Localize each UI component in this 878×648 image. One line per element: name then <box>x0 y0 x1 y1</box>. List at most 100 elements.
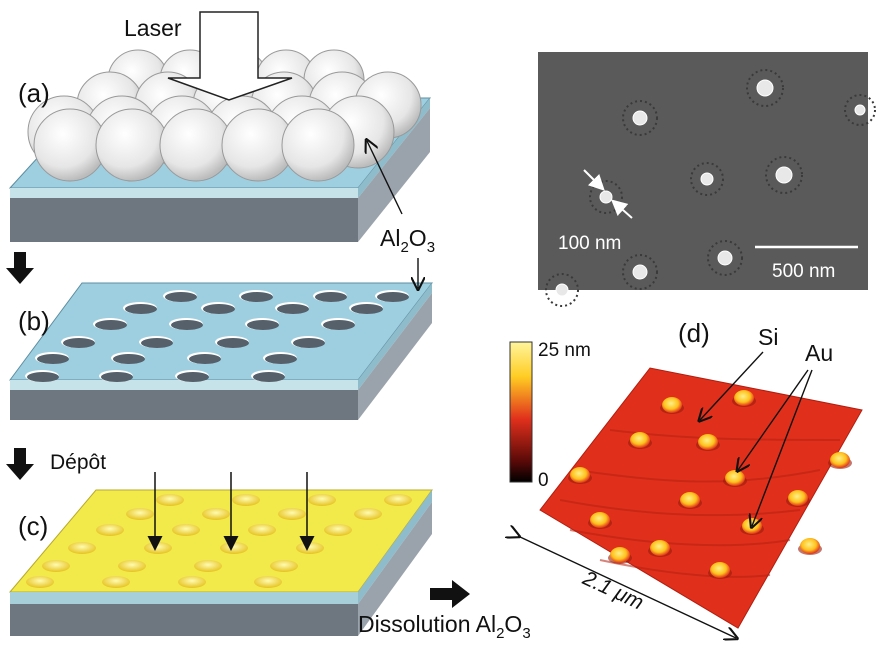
sphere <box>281 108 355 182</box>
sem-particle <box>854 104 866 116</box>
hole <box>253 372 285 382</box>
afm-bump <box>610 547 630 563</box>
hole <box>27 372 59 382</box>
hole <box>125 304 157 314</box>
hole <box>241 292 273 302</box>
substrate-c <box>8 489 433 636</box>
deposition-arrows <box>147 472 315 551</box>
sem-particle-halo <box>746 69 784 107</box>
afm-bump <box>788 490 808 506</box>
gold-bump <box>278 508 306 520</box>
colorbar-min-label: 0 <box>538 470 549 491</box>
panel-b-label: (b) <box>18 306 50 336</box>
afm-bump <box>698 434 718 450</box>
hole <box>265 354 297 364</box>
gold-bump <box>232 494 260 506</box>
panel-d-label: (d) <box>678 318 710 348</box>
sem-size-arrow-2 <box>611 199 633 219</box>
sem-particle-halo <box>707 240 743 276</box>
afm-bump <box>650 540 670 556</box>
afm-bump <box>830 452 850 468</box>
sem-particle-halo <box>589 180 623 214</box>
sem-image: 100 nm 500 nm <box>538 52 876 307</box>
sem-particle <box>632 264 648 280</box>
sphere <box>95 108 169 182</box>
sem-particle <box>599 190 613 204</box>
sphere <box>33 108 107 182</box>
afm-width-arrow <box>518 536 736 638</box>
afm-bump <box>570 467 590 483</box>
gold-bump <box>156 494 184 506</box>
sem-particle-halo <box>622 254 658 290</box>
hole <box>189 354 221 364</box>
laser-arrow <box>167 11 293 101</box>
hole <box>141 338 173 348</box>
gold-bump <box>144 542 172 554</box>
hole <box>293 338 325 348</box>
al2o3-pointer-a <box>367 141 403 215</box>
hole <box>277 304 309 314</box>
afm-width-label: 2.1 μm <box>578 566 647 614</box>
al2o3-label: Al2O3 <box>380 225 435 256</box>
dissolution-label: Dissolution Al2O3 <box>358 611 531 642</box>
hole <box>217 338 249 348</box>
colorbar-max-label: 25 nm <box>538 340 591 361</box>
gold-bump <box>248 524 276 536</box>
gold-bump <box>308 494 336 506</box>
dissolution-arrow <box>430 580 470 608</box>
si-label: Si <box>758 324 778 350</box>
hole <box>203 304 235 314</box>
afm-bump <box>800 538 820 554</box>
sem-particle-halo <box>844 94 876 126</box>
au-pointer-1 <box>738 369 809 470</box>
gold-bump <box>254 576 282 588</box>
hole <box>171 320 203 330</box>
depot-label: Dépôt <box>50 451 106 474</box>
afm-bump <box>710 562 730 578</box>
hole <box>113 354 145 364</box>
afm-bump <box>590 512 610 528</box>
step-arrow-2 <box>6 448 34 480</box>
sem-particle <box>700 172 714 186</box>
au-label: Au <box>805 340 833 366</box>
panel-c-label: (c) <box>18 511 48 541</box>
afm-colorbar: 25 nm 0 <box>509 340 591 491</box>
hole <box>247 320 279 330</box>
sem-particle <box>717 250 733 266</box>
gold-bump <box>172 524 200 536</box>
hole <box>315 292 347 302</box>
gold-bump <box>96 524 124 536</box>
hole <box>63 338 95 348</box>
sem-particle-halo <box>545 273 579 307</box>
gold-bump <box>296 542 324 554</box>
hole <box>165 292 197 302</box>
gold-bump <box>26 576 54 588</box>
step-arrow-1 <box>6 252 34 284</box>
sem-particle <box>632 110 648 126</box>
gold-bump <box>194 560 222 572</box>
gold-bump <box>384 494 412 506</box>
laser-label: Laser <box>124 15 182 41</box>
sem-particles <box>545 69 876 307</box>
afm-bump <box>662 397 682 413</box>
sem-particle-halo <box>622 100 658 136</box>
afm-image <box>539 367 863 629</box>
hole <box>377 292 409 302</box>
gold-bump <box>220 542 248 554</box>
hole <box>177 372 209 382</box>
hole <box>323 320 355 330</box>
sem-particle <box>756 79 774 97</box>
gold-bump <box>324 524 352 536</box>
sem-particle <box>555 283 569 297</box>
sphere <box>159 108 233 182</box>
gold-bump <box>42 560 70 572</box>
gold-bump <box>270 560 298 572</box>
gold-bump <box>102 576 130 588</box>
holes-pattern <box>25 290 409 382</box>
gold-bump <box>178 576 206 588</box>
sem-particle <box>775 166 793 184</box>
sem-particle-halo <box>690 162 724 196</box>
hole <box>351 304 383 314</box>
sem-scale-label: 500 nm <box>772 261 835 282</box>
